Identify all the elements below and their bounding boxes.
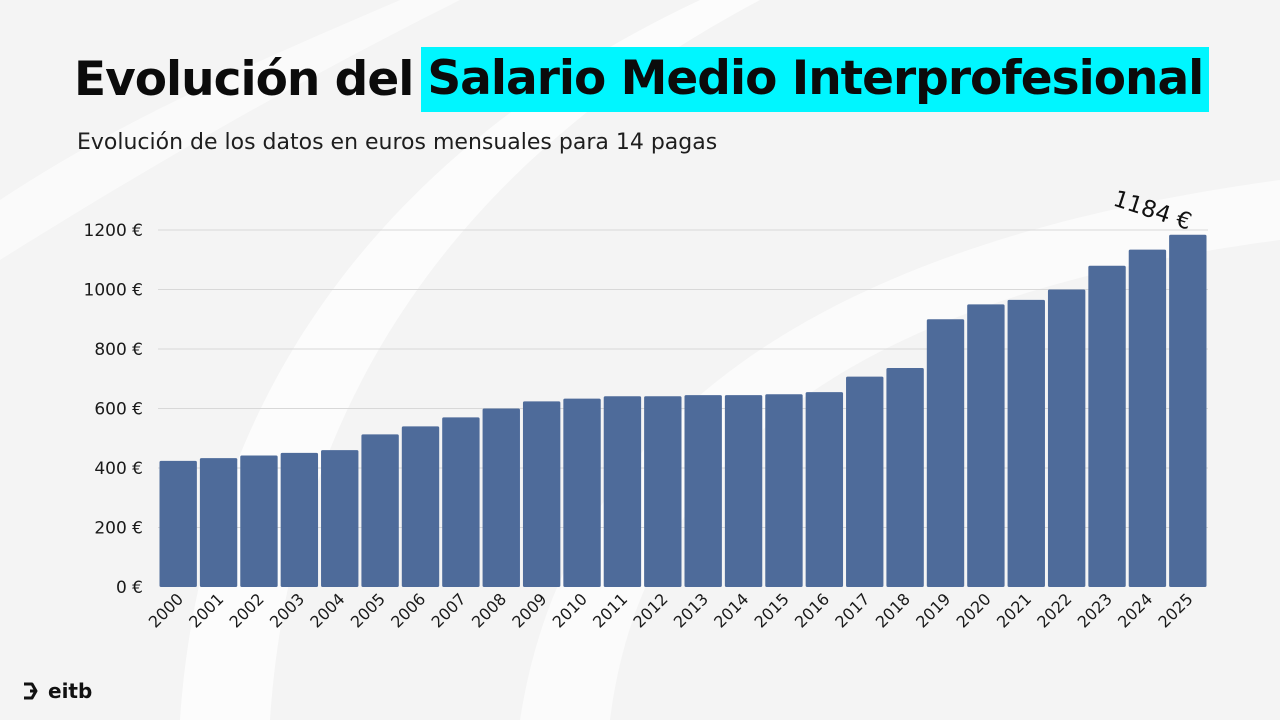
bar-2011 [603,396,642,587]
x-tick-label: 2003 [266,589,308,631]
eitb-wordmark: eitb [48,679,93,703]
bar-2003 [280,452,319,587]
bar-2019 [926,319,965,587]
bar-2010 [563,398,601,587]
bar-2021 [1007,299,1045,587]
y-tick-label: 800 € [94,340,143,360]
bar-2004 [321,450,359,587]
bar-2024 [1128,249,1167,587]
title-highlight: Salario Medio Interprofesional [421,46,1210,112]
x-tick-label: 2001 [185,589,227,631]
x-tick-label: 2023 [1074,589,1116,631]
bar-2008 [482,408,520,587]
x-tick-label: 2025 [1154,589,1196,631]
eitb-logo: eitb [22,676,92,706]
bar-2020 [967,304,1005,587]
x-tick-label: 2006 [387,589,429,631]
x-tick-label: 2007 [427,589,469,631]
x-tick-label: 2017 [831,589,873,631]
page-subtitle: Evolución de los datos en euros mensuale… [77,130,718,155]
y-tick-label: 200 € [94,519,143,539]
eitb-logo-icon [24,682,38,700]
title-plain: Evolución del [74,51,414,107]
x-tick-label: 2016 [791,589,833,631]
x-tick-label: 2008 [468,589,510,631]
x-tick-label: 2013 [670,589,712,631]
x-tick-label: 2000 [145,589,187,631]
x-tick-label: 2020 [952,589,994,631]
x-tick-label: 2009 [508,589,550,631]
bar-2005 [361,434,399,587]
bar-2000 [159,460,197,587]
y-tick-label: 1000 € [84,281,143,301]
bar-2018 [886,368,924,587]
y-tick-label: 0 € [116,578,143,598]
bar-2017 [846,376,884,587]
bar-2025 [1169,234,1207,587]
x-tick-label: 2015 [751,589,793,631]
x-tick-label: 2018 [872,589,914,631]
x-tick-label: 2021 [993,589,1035,631]
x-tick-label: 2004 [306,589,348,631]
bar-2015 [765,394,803,587]
bar-2014 [724,395,763,587]
x-tick-label: 2022 [1033,589,1075,631]
bar-2016 [805,392,844,587]
bar-2006 [401,426,440,587]
bar-2007 [442,417,480,587]
y-tick-label: 1200 € [84,221,143,241]
y-tick-label: 400 € [94,459,143,479]
x-tick-label: 2010 [549,589,591,631]
bar-2012 [644,396,682,587]
bar-2002 [240,455,278,587]
bar-2001 [199,458,238,587]
bar-2009 [522,401,561,587]
x-tick-label: 2011 [589,589,631,631]
x-tick-label: 2024 [1114,589,1156,631]
x-tick-label: 2005 [347,589,389,631]
x-tick-label: 2019 [912,589,954,631]
x-tick-label: 2014 [710,589,752,631]
x-tick-label: 2012 [629,589,671,631]
bar-2023 [1088,265,1126,587]
bar-2013 [684,395,722,587]
bar-2022 [1047,289,1086,587]
y-tick-label: 600 € [94,400,143,420]
x-tick-label: 2002 [226,589,268,631]
page-title: Evolución del Salario Medio Interprofesi… [74,40,1210,118]
